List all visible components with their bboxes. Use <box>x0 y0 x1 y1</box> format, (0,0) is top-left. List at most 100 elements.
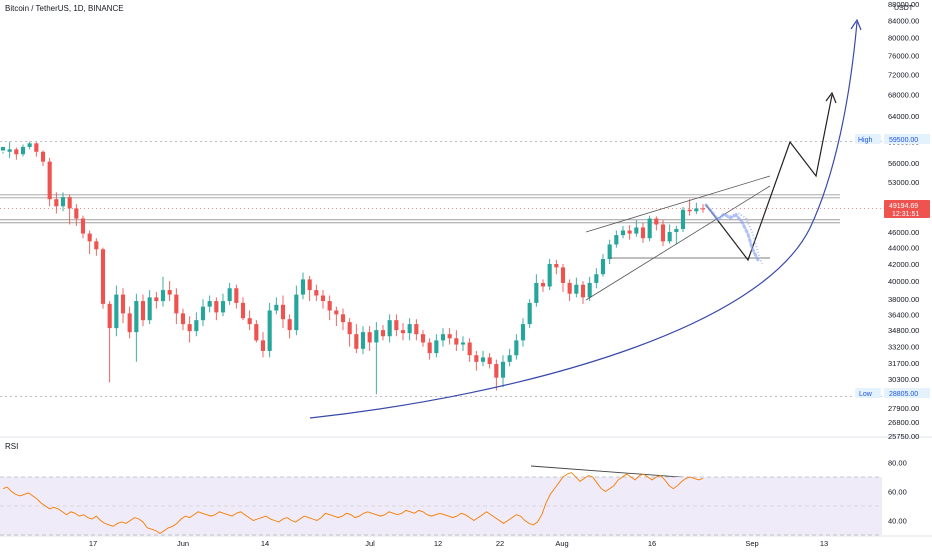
candle-body-down <box>447 334 452 339</box>
candle-body-down <box>340 314 346 323</box>
candle-body-down <box>80 218 86 234</box>
time-tick-label: Aug <box>555 539 568 548</box>
candle-body-down <box>467 342 472 356</box>
price-tick-label: 25750.00 <box>888 432 919 441</box>
candle-body-down <box>327 301 332 311</box>
low-value-badge <box>884 388 930 398</box>
candle-body-up <box>267 310 272 351</box>
candle-body-down <box>567 282 572 294</box>
price-tick-label: 36400.00 <box>888 310 919 319</box>
wedge-upper-line <box>585 175 771 233</box>
candle-body-down <box>154 297 159 302</box>
high-value-badge <box>884 134 930 144</box>
candle-body-down <box>580 284 586 298</box>
price-tick-label: 42000.00 <box>888 260 919 269</box>
price-tick-label: 56000.00 <box>888 159 919 168</box>
candle-body-up <box>480 357 486 362</box>
time-tick-label: 16 <box>648 539 656 548</box>
candle-body-up <box>194 320 199 332</box>
candle-body-down <box>47 161 52 200</box>
candle-body-down <box>254 324 259 341</box>
candle-body-up <box>20 146 26 155</box>
price-tick-label: 84000.00 <box>888 16 919 25</box>
candle-body-up <box>134 301 139 333</box>
time-tick-label: Jul <box>365 539 375 548</box>
chart-title: Bitcoin / TetherUS, 1D, BINANCE <box>5 4 124 13</box>
low-marker-label: Low <box>859 391 873 398</box>
candle-body-down <box>287 319 292 331</box>
candle-body-down <box>474 355 479 362</box>
candle-body-down <box>14 149 19 155</box>
low-marker-badge <box>855 388 881 398</box>
candle-body-up <box>0 146 6 151</box>
candle-body-up <box>594 274 599 283</box>
candle-body-down <box>74 208 79 219</box>
candle-body-down <box>627 230 632 234</box>
candle-body-down <box>554 264 559 268</box>
candle-body-up <box>200 306 206 321</box>
candle-body-up <box>514 340 519 356</box>
price-tick-label: 80000.00 <box>888 34 919 43</box>
candle-body-up <box>114 294 119 329</box>
candle-body-down <box>394 320 399 331</box>
projection-path <box>705 94 833 262</box>
candle-body-up <box>674 228 679 233</box>
time-tick-label: 17 <box>89 539 97 548</box>
candle-body-up <box>620 230 626 236</box>
arc-arrow-head <box>850 18 862 31</box>
candle-body-down <box>414 324 419 335</box>
price-tick-label: 46000.00 <box>888 228 919 237</box>
candle-body-down <box>654 218 659 225</box>
candle-body-up <box>220 301 226 313</box>
price-tick-label: 68000.00 <box>888 91 919 100</box>
high-marker-label: High <box>858 137 873 144</box>
price-tick-label: 33200.00 <box>888 343 919 352</box>
rsi-tick-label: 40.00 <box>888 517 907 526</box>
candle-body-down <box>347 322 352 335</box>
ghost-bars-1 <box>704 203 760 262</box>
candle-body-up <box>534 282 539 303</box>
time-tick-label: 14 <box>261 539 269 548</box>
candle-body-up <box>667 232 672 242</box>
price-tick-label: 26800.00 <box>888 418 919 427</box>
candle-body-down <box>180 313 186 325</box>
candle-body-up <box>294 294 299 331</box>
high-marker-badge <box>855 134 881 144</box>
price-tick-label: 27900.00 <box>888 404 919 413</box>
rsi-line <box>2 472 704 535</box>
candle-body-up <box>547 264 552 287</box>
candle-body-down <box>427 342 432 354</box>
candle-body-down <box>454 338 459 345</box>
candle-body-down <box>420 334 426 343</box>
rsi-title: RSI <box>5 442 18 451</box>
candle-body-up <box>507 355 512 362</box>
candle-body-down <box>240 302 246 319</box>
candle-body-down <box>400 330 406 334</box>
candle-body-down <box>214 301 219 313</box>
price-tick-label: 64000.00 <box>888 112 919 121</box>
candle-body-up <box>7 149 12 152</box>
candle-body-down <box>174 294 179 314</box>
candle-body-down <box>127 313 132 333</box>
time-tick-label: 13 <box>820 539 828 548</box>
candle-body-down <box>494 364 499 378</box>
candle-body-down <box>540 282 546 287</box>
high-value-label: 59500.00 <box>889 137 918 144</box>
header-layer: Bitcoin / TetherUS, 1D, BINANCE USDT RSI… <box>5 4 930 451</box>
candle-body-down <box>260 340 266 351</box>
candle-body-down <box>560 267 566 283</box>
time-axis-layer: 17 Jun 14 Jul 12 22 Aug 16 Sep 13 <box>89 539 828 548</box>
time-tick-label: Sep <box>745 539 758 548</box>
price-tick-label: 88000.00 <box>888 0 919 9</box>
last-price-badge <box>884 200 930 218</box>
candle-body-up <box>374 330 379 343</box>
candle-body-down <box>314 290 319 296</box>
candle-body-up <box>300 279 306 295</box>
candle-body-down <box>120 294 126 314</box>
price-tick-label: 53000.00 <box>888 178 919 187</box>
candle-body-up <box>500 361 506 378</box>
candle-body-down <box>247 318 252 325</box>
price-tick-label: 31700.00 <box>888 359 919 368</box>
